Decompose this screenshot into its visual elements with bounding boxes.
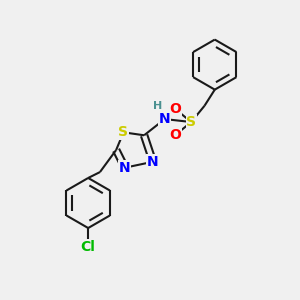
Text: Cl: Cl [81,240,96,254]
Text: O: O [169,128,181,142]
Text: N: N [147,155,159,169]
Text: N: N [159,112,170,126]
Text: S: S [118,125,128,139]
Text: H: H [153,101,162,111]
Text: S: S [186,115,196,129]
Text: O: O [169,102,181,116]
Text: N: N [119,161,131,175]
